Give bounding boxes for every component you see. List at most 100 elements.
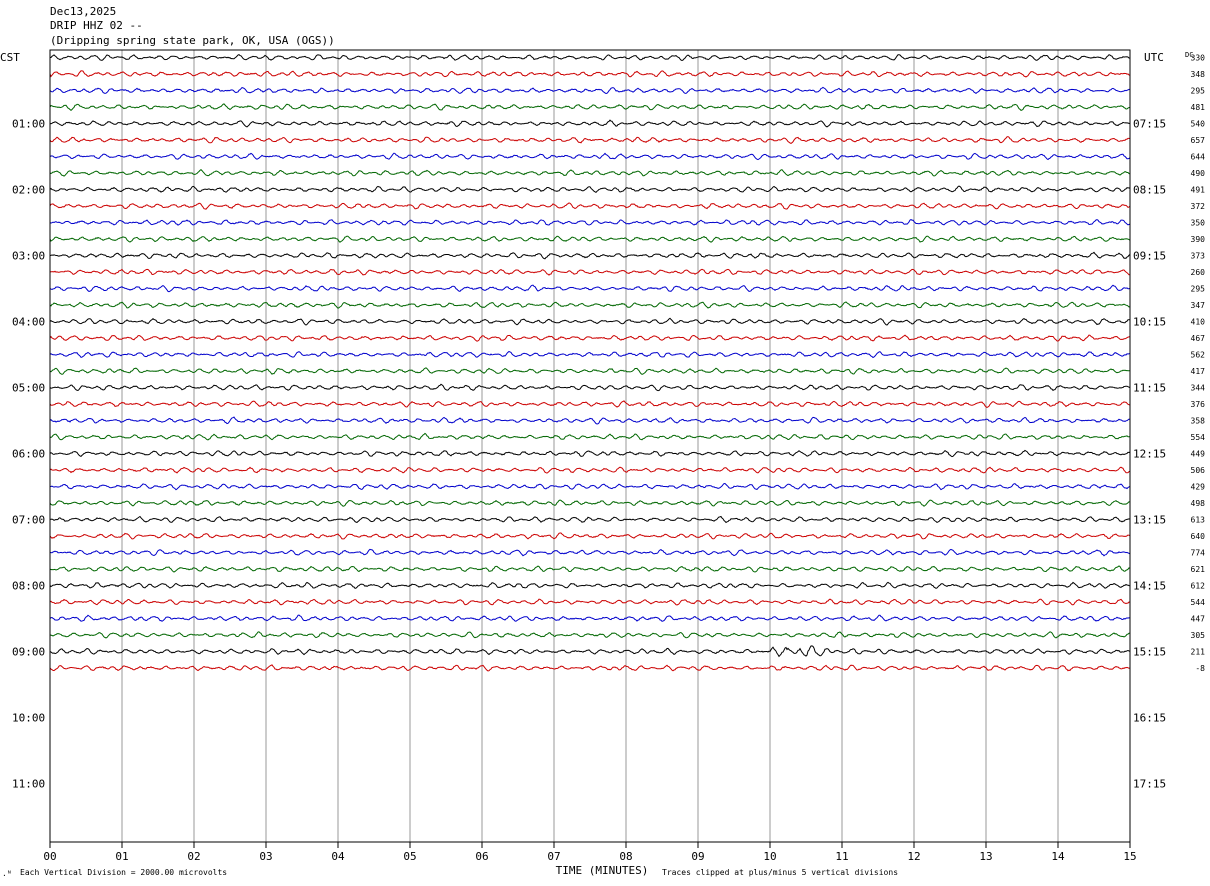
dc-offset-label: 562 — [1191, 351, 1206, 360]
cst-hour-label: 02:00 — [12, 184, 45, 197]
dc-offset-label: 544 — [1191, 598, 1206, 607]
dc-axis-label: DC — [1185, 51, 1193, 59]
x-tick-label: 00 — [43, 850, 56, 863]
dc-offset-label: 376 — [1191, 400, 1206, 409]
chart-date: Dec13,2025 — [50, 5, 117, 18]
x-tick-label: 10 — [763, 850, 776, 863]
dc-offset-label: 657 — [1191, 136, 1206, 145]
seismic-trace — [49, 598, 1131, 606]
dc-offset-label: 295 — [1191, 87, 1206, 96]
utc-hour-label: 11:15 — [1133, 382, 1166, 395]
utc-hour-label: 13:15 — [1133, 514, 1166, 527]
dc-offset-label: 540 — [1191, 120, 1206, 129]
station-id: DRIP HHZ 02 -- — [50, 19, 143, 32]
dc-offset-label: 350 — [1191, 219, 1206, 228]
dc-offset-label: 417 — [1191, 367, 1206, 376]
seismic-trace — [49, 136, 1131, 144]
x-axis-title: TIME (MINUTES) — [556, 864, 649, 877]
dc-offset-label: 449 — [1191, 450, 1206, 459]
x-tick-label: 05 — [403, 850, 416, 863]
dc-offset-label: 554 — [1191, 433, 1206, 442]
x-tick-label: 15 — [1123, 850, 1136, 863]
seismic-trace — [49, 103, 1131, 111]
x-tick-label: 14 — [1051, 850, 1065, 863]
dc-offset-label: 498 — [1191, 499, 1206, 508]
dc-offset-label: 447 — [1191, 615, 1206, 624]
x-tick-label: 09 — [691, 850, 704, 863]
dc-offset-label: 347 — [1191, 301, 1206, 310]
x-tick-label: 02 — [187, 850, 200, 863]
utc-hour-label: 15:15 — [1133, 646, 1166, 659]
seismic-trace — [49, 119, 1131, 128]
seismic-trace — [49, 416, 1131, 425]
plot-frame — [49, 49, 1131, 843]
cst-axis-label: CST — [0, 51, 20, 64]
seismic-trace — [49, 581, 1131, 589]
dc-offset-label: 467 — [1191, 334, 1206, 343]
seismic-trace — [49, 548, 1131, 557]
dc-offset-label: 429 — [1191, 483, 1206, 492]
seismic-trace — [49, 185, 1131, 194]
seismic-trace — [49, 631, 1131, 639]
dc-offset-label: 390 — [1191, 235, 1206, 244]
dc-offset-label: 211 — [1191, 648, 1206, 657]
seismic-trace — [49, 317, 1131, 326]
x-tick-label: 11 — [835, 850, 848, 863]
seismic-trace — [49, 449, 1131, 458]
seismic-trace — [49, 499, 1131, 507]
seismic-trace — [49, 664, 1131, 672]
utc-axis-label: UTC — [1144, 51, 1164, 64]
utc-hour-label: 07:15 — [1133, 118, 1166, 131]
utc-hour-label: 10:15 — [1133, 316, 1166, 329]
dc-offset-label: 373 — [1191, 252, 1206, 261]
cst-hour-label: 09:00 — [12, 646, 45, 659]
dc-offset-label: 348 — [1191, 70, 1206, 79]
seismic-trace — [49, 251, 1131, 260]
cst-hour-label: 08:00 — [12, 580, 45, 593]
dc-offset-label: 260 — [1191, 268, 1206, 277]
seismic-trace — [49, 400, 1131, 408]
x-tick-label: 12 — [907, 850, 920, 863]
utc-hour-label: 17:15 — [1133, 778, 1166, 791]
seismic-trace — [49, 466, 1131, 474]
dc-offset-label: 481 — [1191, 103, 1206, 112]
seismic-trace — [49, 169, 1131, 177]
clip-note: Traces clipped at plus/minus 5 vertical … — [662, 868, 899, 877]
seismic-trace — [49, 284, 1131, 293]
utc-hour-label: 12:15 — [1133, 448, 1166, 461]
seismic-trace — [49, 152, 1131, 161]
dc-offset-label: 372 — [1191, 202, 1206, 211]
seismic-trace — [49, 86, 1130, 95]
dc-offset-label: 410 — [1191, 318, 1206, 327]
cst-hour-label: 06:00 — [12, 448, 45, 461]
seismic-trace — [49, 515, 1131, 524]
cst-hour-label: 11:00 — [12, 778, 45, 791]
dc-offset-label: 344 — [1191, 384, 1206, 393]
cst-hour-label: 03:00 — [12, 250, 45, 263]
seismic-trace — [49, 432, 1131, 441]
x-tick-label: 06 — [475, 850, 488, 863]
dc-offset-label: 612 — [1191, 582, 1206, 591]
seismic-trace — [49, 70, 1131, 78]
dc-offset-label: 621 — [1191, 565, 1206, 574]
cst-hour-label: 10:00 — [12, 712, 45, 725]
dc-offset-label: 305 — [1191, 631, 1206, 640]
seismic-trace — [49, 301, 1131, 309]
dc-offset-label: 490 — [1191, 169, 1206, 178]
utc-hour-label: 14:15 — [1133, 580, 1166, 593]
x-tick-label: 07 — [547, 850, 560, 863]
seismic-trace — [49, 350, 1131, 359]
vertical-division-note: Each Vertical Division = 2000.00 microvo… — [20, 868, 228, 877]
seismic-trace — [49, 235, 1131, 243]
cst-hour-label: 07:00 — [12, 514, 45, 527]
seismic-trace — [49, 614, 1131, 622]
x-tick-label: 03 — [259, 850, 272, 863]
dc-offset-label: 644 — [1191, 153, 1206, 162]
seismic-trace — [49, 482, 1131, 491]
seismic-trace — [49, 383, 1131, 392]
cst-hour-label: 01:00 — [12, 118, 45, 131]
dc-offset-label: 491 — [1191, 186, 1206, 195]
dc-offset-label: 613 — [1191, 516, 1206, 525]
utc-hour-label: 16:15 — [1133, 712, 1166, 725]
